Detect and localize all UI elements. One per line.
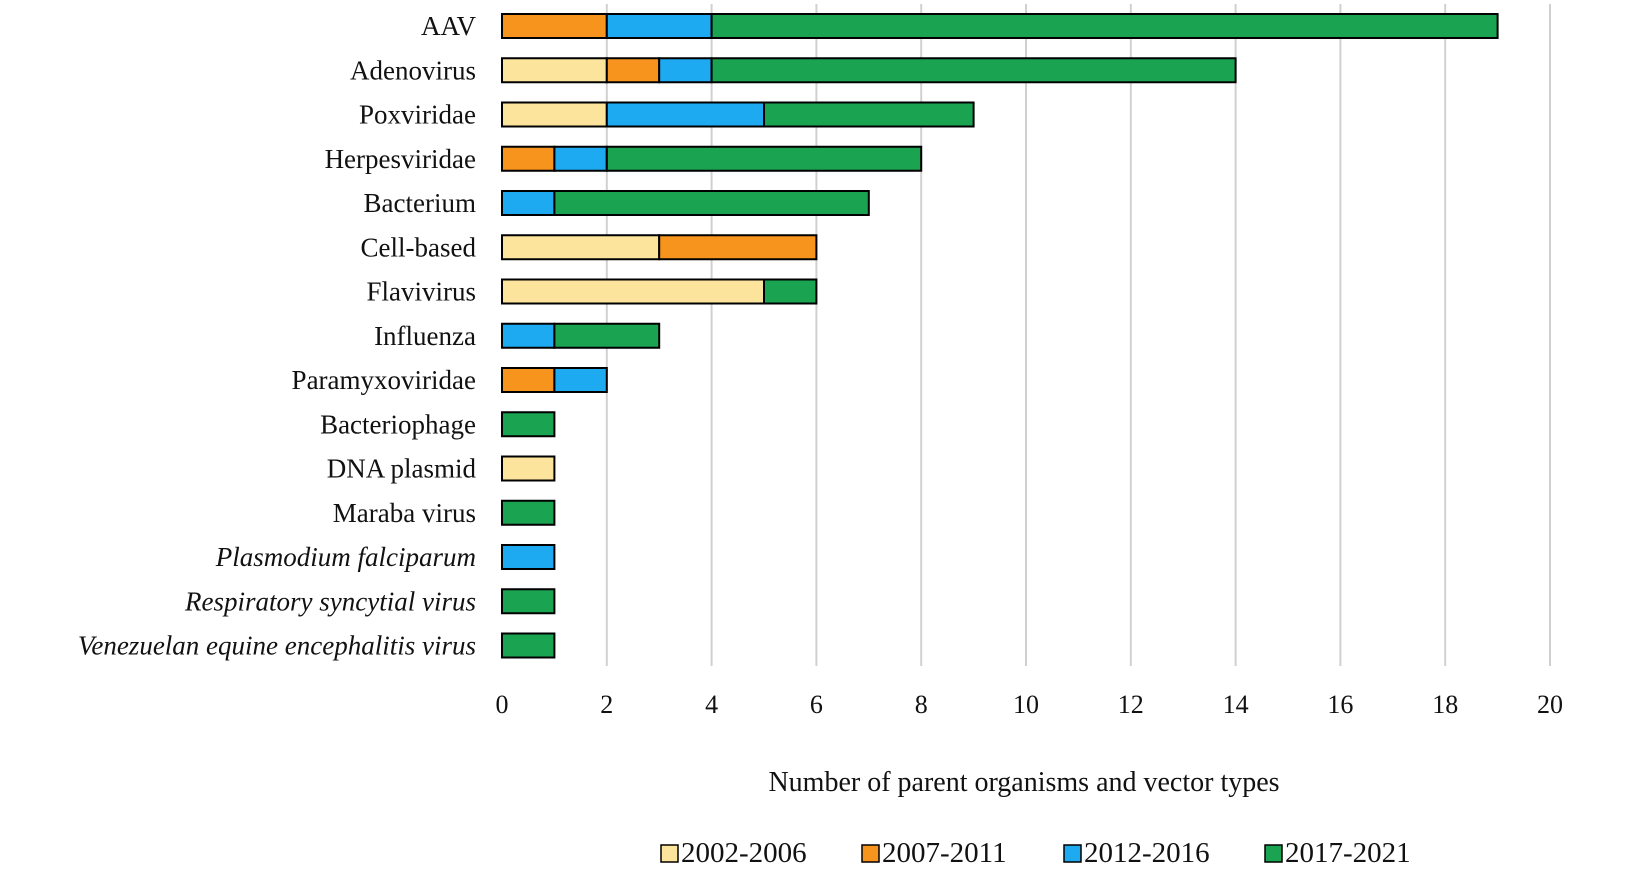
legend-label-2012-2016: 2012-2016: [1084, 837, 1210, 869]
legend-swatch-2017-2021: [1264, 844, 1283, 863]
x-tick-label: 16: [1327, 690, 1353, 719]
bar-poxviridae-2012-2016: [605, 101, 765, 128]
bar-herpesviridae-2007-2011: [501, 145, 556, 172]
category-label-poxviridae: Poxviridae: [359, 100, 476, 130]
category-label-herpesviridae: Herpesviridae: [325, 144, 476, 174]
legend-label-2007-2011: 2007-2011: [882, 837, 1007, 869]
bar-venezuelan-equine-encephalitis-virus-2017-2021: [501, 632, 556, 659]
category-label-paramyxoviridae: Paramyxoviridae: [292, 365, 476, 395]
category-label-aav: AAV: [421, 11, 477, 41]
category-label-bacteriophage: Bacteriophage: [320, 409, 476, 439]
bar-poxviridae-2017-2021: [763, 101, 975, 128]
category-label-plasmodium-falciparum: Plasmodium falciparum: [215, 542, 476, 572]
x-tick-label: 0: [496, 690, 509, 719]
category-label-respiratory-syncytial-virus: Respiratory syncytial virus: [184, 586, 476, 616]
x-tick-label: 20: [1537, 690, 1563, 719]
bar-adenovirus-2012-2016: [658, 57, 713, 84]
bar-aav-2017-2021: [710, 13, 1499, 39]
category-label-influenza: Influenza: [374, 321, 476, 351]
legend-swatch-2002-2006: [660, 844, 679, 863]
bar-dna-plasmid-2002-2006: [501, 455, 556, 482]
bar-respiratory-syncytial-virus-2017-2021: [501, 588, 556, 615]
bars: [501, 13, 1499, 659]
legend-swatch-2012-2016: [1063, 844, 1082, 863]
bar-bacterium-2012-2016: [501, 190, 556, 216]
legend-swatch-2007-2011: [861, 844, 880, 863]
bar-adenovirus-2002-2006: [501, 57, 608, 84]
bar-cell-based-2002-2006: [501, 234, 661, 261]
bar-influenza-2017-2021: [553, 322, 661, 349]
category-labels: AAV Adenovirus Poxviridae Herpesviridae Bact…: [78, 11, 477, 661]
bar-aav-2007-2011: [501, 13, 608, 39]
category-label-venezuelan-equine-encephalitis-virus: Venezuelan equine encephalitis virus: [78, 631, 476, 661]
bar-bacterium-2017-2021: [553, 190, 870, 216]
x-tick-label: 6: [810, 690, 823, 719]
bar-plasmodium-falciparum-2012-2016: [501, 544, 556, 570]
x-tick-labels: 0 2 4 6 8 10 12 14 16 18 20: [496, 690, 1564, 719]
category-label-dna-plasmid: DNA plasmid: [327, 454, 477, 484]
bar-paramyxoviridae-2007-2011: [501, 367, 556, 393]
bar-flavivirus-2017-2021: [763, 278, 818, 305]
bar-influenza-2012-2016: [501, 322, 556, 349]
bar-maraba-virus-2017-2021: [501, 499, 556, 526]
category-label-bacterium: Bacterium: [364, 188, 476, 218]
bar-aav-2012-2016: [605, 13, 713, 39]
category-label-maraba-virus: Maraba virus: [333, 498, 476, 528]
bar-paramyxoviridae-2012-2016: [553, 367, 608, 393]
legend-label-2002-2006: 2002-2006: [681, 837, 807, 869]
category-label-adenovirus: Adenovirus: [350, 55, 476, 85]
x-tick-label: 4: [705, 690, 718, 719]
x-tick-label: 10: [1013, 690, 1039, 719]
category-label-cell-based: Cell-based: [361, 232, 477, 262]
x-tick-label: 2: [600, 690, 613, 719]
bar-herpesviridae-2017-2021: [605, 145, 923, 172]
legend: 2002-2006 2007-2011 2012-2016 2017-2021: [660, 837, 1411, 869]
x-tick-label: 18: [1432, 690, 1458, 719]
bar-flavivirus-2002-2006: [501, 278, 765, 305]
bar-adenovirus-2007-2011: [605, 57, 661, 84]
bar-cell-based-2007-2011: [658, 234, 818, 261]
bar-adenovirus-2017-2021: [710, 57, 1237, 84]
x-tick-label: 8: [915, 690, 928, 719]
bar-herpesviridae-2012-2016: [553, 145, 608, 172]
bar-poxviridae-2002-2006: [501, 101, 608, 128]
x-axis-title: Number of parent organisms and vector ty…: [768, 767, 1279, 798]
legend-label-2017-2021: 2017-2021: [1285, 837, 1411, 869]
bar-bacteriophage-2017-2021: [501, 411, 556, 438]
category-label-flavivirus: Flavivirus: [366, 277, 476, 307]
x-tick-label: 14: [1223, 690, 1249, 719]
x-tick-label: 12: [1118, 690, 1144, 719]
